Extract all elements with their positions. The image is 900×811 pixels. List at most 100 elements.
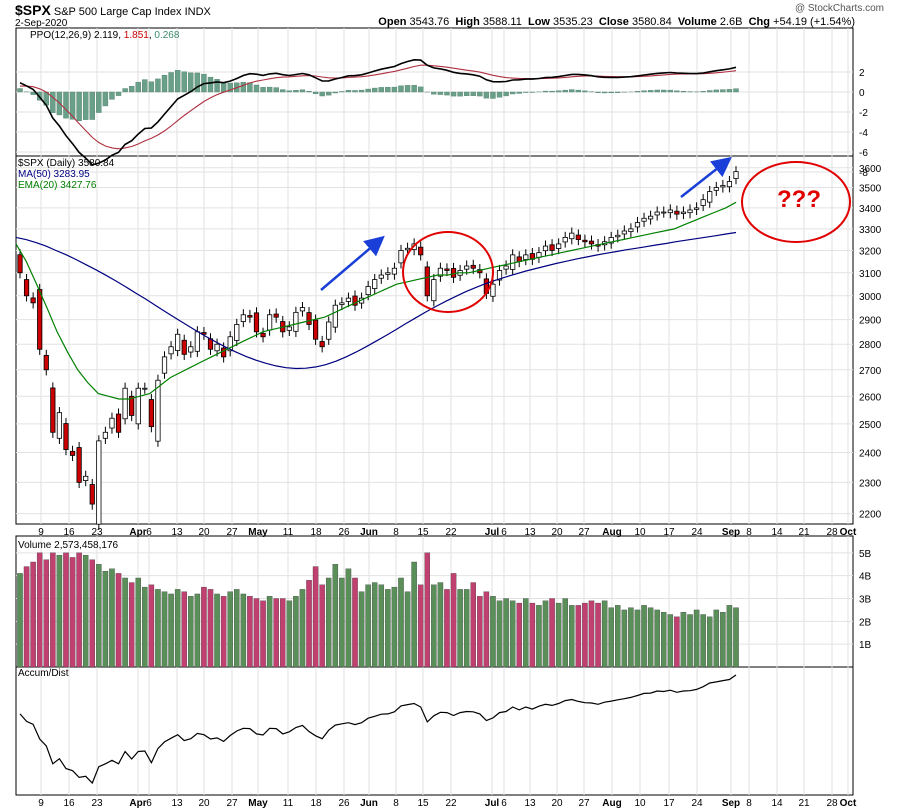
volume-bar	[299, 589, 306, 668]
x-tick-label-bottom: 24	[691, 798, 703, 809]
price-tick-label: 3300	[859, 225, 882, 236]
candle-body	[667, 209, 673, 214]
ppo-histogram-bar	[168, 72, 174, 93]
ma50-legend: MA(50) 3283.95	[18, 169, 90, 180]
candle-body	[260, 332, 266, 338]
x-tick-label: 6	[146, 527, 152, 538]
x-tick-label: 6	[501, 527, 507, 538]
candle-body	[299, 307, 306, 312]
ppo-histogram-bar	[608, 91, 614, 94]
x-tick-label: 11	[283, 527, 294, 538]
candle-body	[89, 484, 95, 505]
volume-bar	[720, 612, 726, 668]
volume-bar	[128, 582, 135, 668]
ppo-histogram-bar	[391, 86, 398, 93]
question-circle	[741, 161, 851, 243]
price-tick-label: 3600	[859, 164, 882, 175]
chart-title: $SPX S&P 500 Large Cap Index INDX	[15, 2, 211, 18]
volume-bar	[181, 591, 187, 668]
candle-body	[345, 297, 352, 302]
open-value: 3543.76	[409, 16, 450, 28]
x-tick-label-bottom: 13	[171, 798, 183, 809]
trend-arrow-1	[320, 235, 385, 291]
ppo-histogram-bar	[431, 91, 437, 95]
volume-bar	[706, 616, 713, 668]
volume-value: 2.6B	[719, 16, 743, 28]
candle-body	[312, 319, 319, 340]
x-tick-label: 16	[63, 527, 75, 538]
x-tick-label-bottom: 11	[283, 798, 294, 809]
x-tick-label-bottom: 15	[417, 798, 429, 809]
candle-body	[542, 245, 549, 252]
ppo-histogram-bar	[733, 88, 739, 93]
candle-body	[621, 230, 627, 235]
candle-body	[661, 211, 667, 214]
ppo-histogram-bar	[326, 91, 332, 96]
high-value: 3588.11	[482, 16, 522, 28]
ppo-histogram-bar	[516, 91, 522, 94]
volume-bar	[713, 609, 720, 668]
accum-dist-line	[19, 674, 737, 785]
ppo-histogram-bar	[194, 72, 201, 93]
volume-bar	[56, 554, 63, 668]
volume-bar	[726, 605, 733, 668]
price-tick-label: 3400	[859, 204, 882, 215]
candle-body	[83, 475, 89, 481]
candle-body	[549, 244, 555, 251]
volume-bar	[411, 561, 417, 668]
x-tick-label-bottom: 6	[501, 798, 507, 809]
volume-bar	[601, 600, 608, 668]
x-tick-label-bottom: Aug	[602, 798, 621, 809]
x-tick-label: 9	[38, 527, 44, 538]
candle-body	[444, 268, 450, 271]
volume-bar	[260, 600, 266, 668]
ppo-histogram-bar	[661, 89, 667, 93]
price-tick-label: 2800	[859, 340, 882, 351]
low-value: 3535.23	[553, 16, 593, 28]
candle-body	[56, 412, 63, 439]
volume-bar	[161, 591, 168, 668]
volume-bar	[523, 598, 529, 668]
ppo-histogram-bar	[417, 86, 424, 93]
ppo-histogram-bar	[299, 89, 306, 93]
candle-body	[102, 431, 108, 439]
candle-body	[372, 279, 378, 289]
ppo-histogram-bar	[345, 90, 352, 93]
volume-bar	[417, 584, 424, 668]
price-tick-label: 2900	[859, 316, 882, 327]
price-panel-frame	[15, 155, 854, 525]
ppo-tick-label: 2	[859, 68, 865, 79]
x-tick-label: 22	[445, 527, 457, 538]
volume-bar	[496, 600, 503, 668]
ppo-histogram-bar	[641, 90, 647, 93]
volume-bar	[30, 561, 36, 668]
volume-bar	[562, 598, 568, 668]
candle-body	[398, 250, 404, 264]
candle-body	[37, 289, 43, 350]
volume-bar	[693, 609, 700, 668]
x-tick-label: May	[248, 527, 268, 538]
volume-bar	[647, 607, 654, 668]
volume-bar	[615, 605, 621, 668]
ppo-histogram-bar	[266, 86, 273, 93]
x-tick-label-bottom: 22	[445, 798, 457, 809]
candle-body	[221, 347, 227, 358]
candle-body	[115, 413, 122, 433]
x-tick-label: 27	[226, 527, 238, 538]
candle-body	[234, 324, 240, 341]
candle-body	[109, 417, 115, 429]
volume-bar	[457, 589, 463, 668]
candle-body	[641, 217, 647, 222]
price-legend: $SPX (Daily) 3580.84 MA(50) 3283.95 EMA(…	[18, 158, 114, 191]
volume-bar	[463, 589, 470, 668]
candle-body	[96, 440, 102, 525]
candle-body	[326, 321, 332, 340]
candle-body	[700, 199, 706, 206]
price-tick-label: 2300	[859, 478, 882, 489]
volume-bar	[529, 602, 536, 668]
candle-body	[214, 343, 220, 352]
x-tick-label: 27	[578, 527, 590, 538]
ppo-histogram-bar	[595, 91, 601, 93]
ppo-histogram-bar	[378, 87, 384, 93]
